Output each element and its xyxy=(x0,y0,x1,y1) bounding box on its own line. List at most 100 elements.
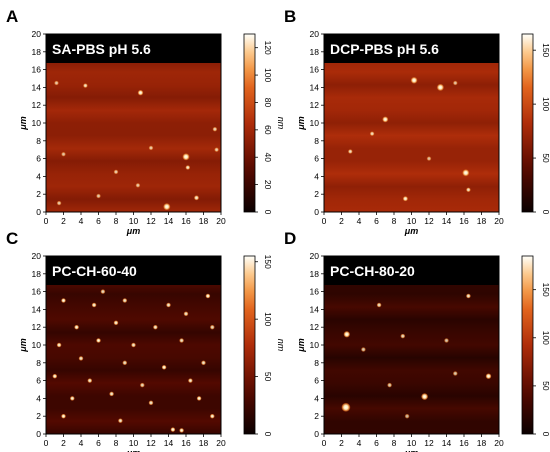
colorbar-tick-label: 0 xyxy=(541,210,550,215)
particle xyxy=(179,338,185,343)
y-tick-label: 12 xyxy=(310,100,320,110)
x-tick-label: 6 xyxy=(374,216,379,226)
x-tick-label: 20 xyxy=(216,438,226,448)
x-tick-label: 12 xyxy=(424,438,434,448)
particle xyxy=(183,311,189,317)
x-tick-label: 6 xyxy=(96,438,101,448)
particle xyxy=(109,391,115,397)
y-tick-label: 2 xyxy=(314,189,319,199)
particle xyxy=(465,293,471,299)
y-tick-label: 4 xyxy=(314,393,319,403)
y-tick-label: 18 xyxy=(310,269,320,279)
x-tick-label: 4 xyxy=(79,438,84,448)
panel-c: C PC-CH-60-40 0 2 4 6 8 10 12 14 16 18 20 μm 0 2 4 6 8 10 12… xyxy=(6,229,286,452)
x-tick-label: 18 xyxy=(199,216,209,226)
y-axis-label: μm xyxy=(18,338,28,352)
y-tick-label: 10 xyxy=(310,118,320,128)
particle xyxy=(402,195,409,202)
x-tick-label: 8 xyxy=(114,216,119,226)
y-tick-label: 20 xyxy=(310,29,320,39)
particle xyxy=(196,395,202,401)
panel-letter: C xyxy=(6,229,18,248)
x-tick-label: 18 xyxy=(477,216,487,226)
colorbar-unit-label: nm xyxy=(276,339,286,352)
x-tick-label: 12 xyxy=(146,216,156,226)
colorbar-tick-label: 100 xyxy=(541,331,550,345)
x-axis-label: μm xyxy=(404,226,418,236)
particle xyxy=(96,193,101,199)
particle xyxy=(404,413,410,419)
title-banner xyxy=(46,256,221,285)
colorbar-tick-label: 150 xyxy=(541,283,550,297)
x-tick-label: 10 xyxy=(129,216,139,226)
particle xyxy=(444,338,449,343)
y-tick-label: 18 xyxy=(310,47,320,57)
title-banner xyxy=(324,256,499,285)
colorbar-tick-label: 40 xyxy=(263,152,273,162)
x-tick-label: 16 xyxy=(459,438,469,448)
x-tick-label: 6 xyxy=(374,438,379,448)
particle xyxy=(54,80,59,86)
title-banner xyxy=(324,34,499,63)
x-tick-label: 0 xyxy=(322,438,327,448)
x-tick-label: 16 xyxy=(181,216,191,226)
y-tick-label: 10 xyxy=(32,118,42,128)
particle xyxy=(347,149,353,154)
afm-map xyxy=(324,34,499,212)
y-tick-label: 8 xyxy=(36,136,41,146)
y-tick-label: 16 xyxy=(310,287,320,297)
particle xyxy=(113,169,119,175)
x-tick-label: 4 xyxy=(357,216,362,226)
colorbar-tick-label: 20 xyxy=(263,180,273,190)
particle xyxy=(61,298,66,303)
y-tick-label: 10 xyxy=(32,340,42,350)
x-tick-label: 2 xyxy=(339,216,344,226)
particle xyxy=(426,156,432,162)
x-axis-label: μm xyxy=(126,226,140,236)
particle xyxy=(166,302,171,308)
y-tick-label: 20 xyxy=(32,251,42,261)
x-tick-label: 18 xyxy=(477,438,487,448)
x-tick-label: 14 xyxy=(442,216,452,226)
particle xyxy=(137,89,144,96)
x-tick-label: 20 xyxy=(494,216,504,226)
x-axis-label: μm xyxy=(404,448,418,452)
panel-letter: B xyxy=(284,7,296,26)
particle xyxy=(161,364,167,370)
particle xyxy=(139,382,145,388)
y-tick-label: 0 xyxy=(36,429,41,439)
x-tick-label: 8 xyxy=(392,438,397,448)
y-tick-label: 6 xyxy=(314,376,319,386)
x-tick-label: 8 xyxy=(114,438,119,448)
y-tick-label: 0 xyxy=(314,207,319,217)
particle xyxy=(400,333,406,339)
colorbar xyxy=(243,33,256,213)
particle xyxy=(462,169,470,177)
x-tick-label: 2 xyxy=(61,438,66,448)
particle xyxy=(122,298,128,303)
x-tick-label: 14 xyxy=(442,438,452,448)
y-axis-label: μm xyxy=(296,338,306,352)
y-tick-label: 6 xyxy=(314,154,319,164)
colorbar-unit-label: nm xyxy=(276,117,286,130)
y-tick-label: 8 xyxy=(314,358,319,368)
x-tick-label: 2 xyxy=(61,216,66,226)
x-tick-label: 8 xyxy=(392,216,397,226)
particle xyxy=(100,289,106,295)
title-banner xyxy=(46,34,221,63)
particle xyxy=(341,402,351,412)
y-tick-label: 16 xyxy=(32,65,42,75)
y-tick-label: 14 xyxy=(32,304,42,314)
colorbar-tick-label: 100 xyxy=(541,97,550,111)
particle xyxy=(209,324,215,330)
x-tick-label: 16 xyxy=(459,216,469,226)
particle xyxy=(74,324,80,330)
particle xyxy=(61,413,66,419)
x-tick-label: 2 xyxy=(339,438,344,448)
particle xyxy=(209,413,215,419)
x-tick-label: 14 xyxy=(164,438,174,448)
y-tick-label: 14 xyxy=(310,82,320,92)
particle xyxy=(387,382,393,388)
x-axis-label: μm xyxy=(126,448,140,452)
